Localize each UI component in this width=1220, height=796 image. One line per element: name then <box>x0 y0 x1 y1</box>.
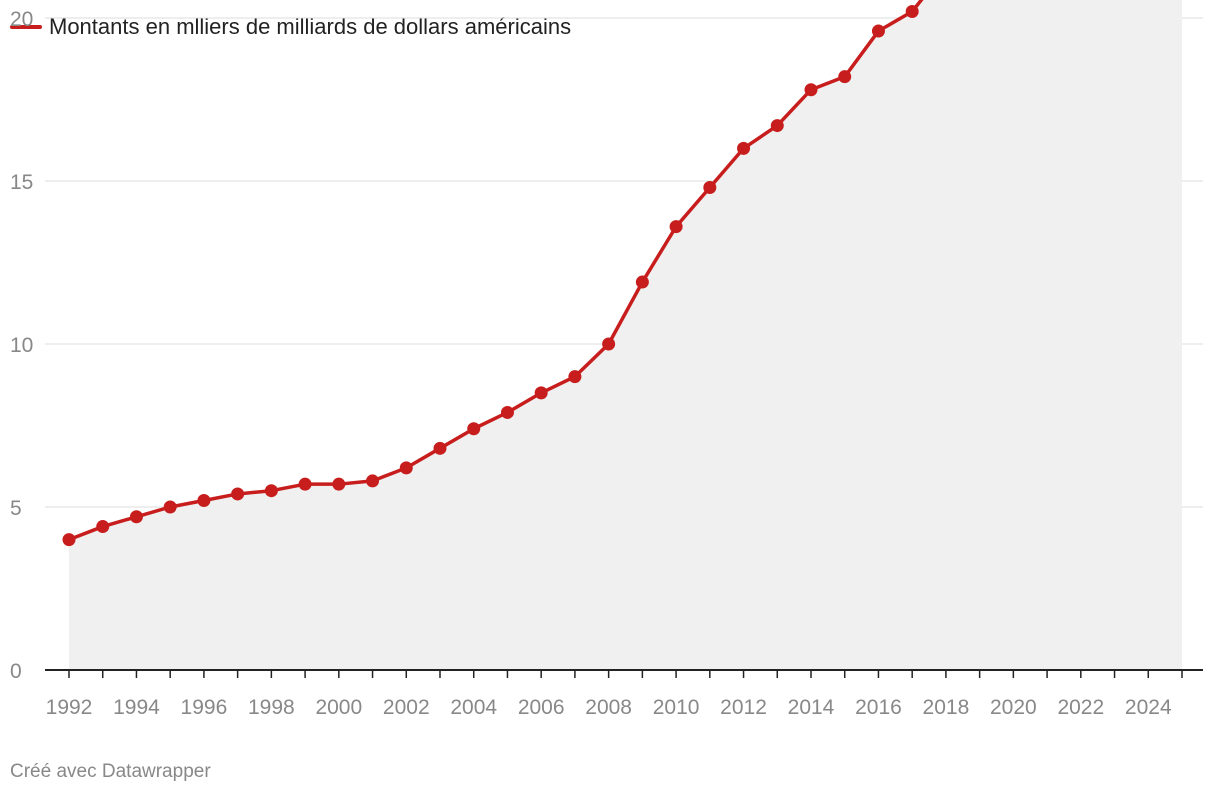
data-point <box>399 461 413 475</box>
legend-swatch <box>10 25 42 29</box>
x-tick-label: 1998 <box>248 696 295 719</box>
y-tick-label: 0 <box>10 660 22 683</box>
footer-credit: Créé avec Datawrapper <box>10 761 211 782</box>
y-tick-label: 20 <box>10 8 33 31</box>
y-tick-label: 15 <box>10 171 33 194</box>
x-tick-label: 2000 <box>315 696 362 719</box>
data-point <box>96 520 110 534</box>
data-points <box>62 4 919 547</box>
data-point <box>129 510 143 524</box>
data-point <box>737 141 751 155</box>
data-point <box>602 337 616 351</box>
x-tick-label: 2018 <box>923 696 970 719</box>
x-axis: 1992 1994 1996 1998 2000 2002 2004 2006 2008 2010… <box>45 669 1203 719</box>
x-tick-label: 2020 <box>990 696 1037 719</box>
data-point <box>500 405 514 419</box>
x-tick-label: 2024 <box>1125 696 1172 719</box>
data-point <box>231 487 245 501</box>
data-point <box>871 24 885 38</box>
data-point <box>163 500 177 514</box>
data-point <box>332 477 346 491</box>
data-point <box>905 4 919 18</box>
x-tick-label: 2002 <box>383 696 430 719</box>
x-tick-label: 2004 <box>450 696 497 719</box>
x-tick-label: 1992 <box>46 696 93 719</box>
x-tick-label: 1994 <box>113 696 160 719</box>
data-point <box>568 370 582 384</box>
x-tick-label: 2010 <box>653 696 700 719</box>
data-point <box>770 119 784 133</box>
y-tick-label: 5 <box>10 497 22 520</box>
x-tick-label: 2008 <box>585 696 632 719</box>
x-tick-label: 1996 <box>181 696 228 719</box>
x-tick-label: 2012 <box>720 696 767 719</box>
data-point <box>804 83 818 97</box>
area-fill <box>69 0 1182 670</box>
x-tick-label: 2022 <box>1057 696 1104 719</box>
data-point <box>433 441 447 455</box>
y-tick-label: 10 <box>10 334 33 357</box>
data-point <box>264 484 278 498</box>
x-tick-label: 2014 <box>788 696 835 719</box>
data-point <box>669 220 683 234</box>
data-point <box>197 493 211 507</box>
data-point <box>534 386 548 400</box>
series-line <box>68 0 924 542</box>
y-axis-ticks: 05101520253035 <box>10 8 33 683</box>
data-point <box>298 477 312 491</box>
data-point <box>467 422 481 436</box>
x-tick-label: 2006 <box>518 696 565 719</box>
data-point <box>703 181 717 195</box>
data-point <box>635 275 649 289</box>
x-tick-label: 2016 <box>855 696 902 719</box>
data-point <box>366 474 380 488</box>
data-point <box>838 70 852 84</box>
data-point <box>62 533 76 547</box>
